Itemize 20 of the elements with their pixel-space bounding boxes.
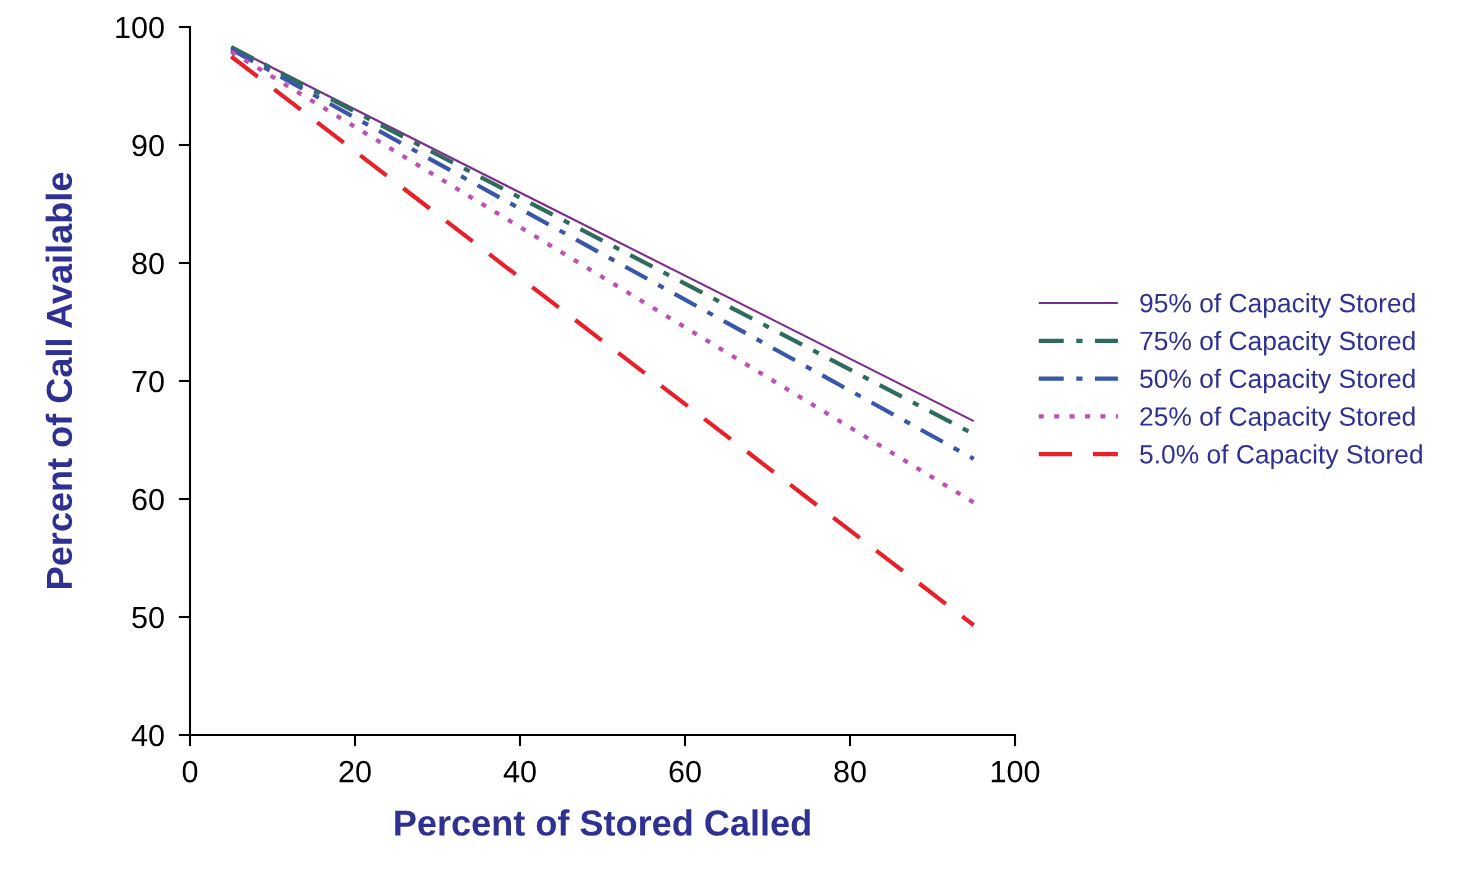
y-axis-title: Percent of Call Available [45, 172, 73, 588]
y-tick-label: 70 [132, 370, 164, 393]
y-tick-label: 100 [116, 16, 164, 39]
y-tick-label: 60 [132, 488, 164, 511]
legend-label: 95% of Capacity Stored [1140, 293, 1415, 318]
legend-label: 75% of Capacity Stored [1140, 330, 1415, 356]
x-tick-label: 100 [991, 760, 1040, 783]
y-tick-label: 90 [132, 134, 164, 157]
legend-label: 25% of Capacity Stored [1140, 406, 1415, 432]
x-tick-label: 0 [182, 760, 198, 783]
legend-label: 50% of Capacity Stored [1140, 368, 1415, 394]
x-tick-label: 80 [834, 760, 866, 783]
x-tick-label: 60 [669, 760, 701, 783]
y-tick-label: 40 [131, 724, 164, 747]
x-tick-label: 40 [503, 760, 536, 783]
x-tick-label: 20 [339, 760, 371, 783]
x-axis-title: Percent of Stored Called [395, 809, 810, 836]
y-tick-label: 80 [132, 252, 164, 275]
legend-label: 5.0% of Capacity Stored [1140, 444, 1422, 469]
y-tick-label: 50 [132, 606, 164, 629]
